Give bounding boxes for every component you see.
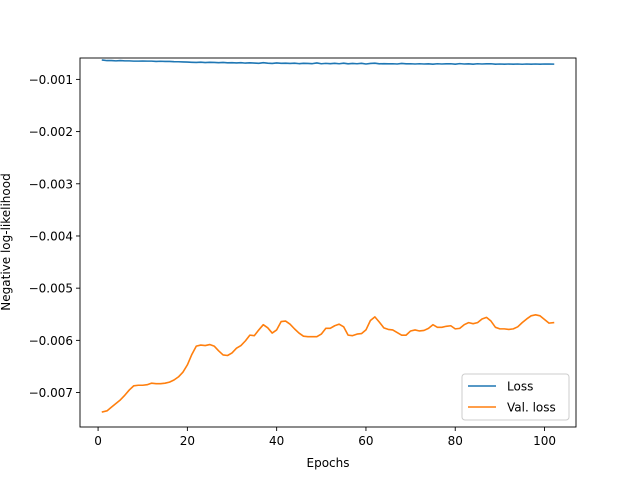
y-tick-label: −0.006: [29, 334, 73, 348]
x-tick-label: 40: [269, 434, 284, 448]
y-tick-label: −0.005: [29, 282, 73, 296]
x-axis-label: Epochs: [307, 456, 350, 470]
series-line-val-loss: [101, 313, 555, 413]
legend: Loss Val. loss: [461, 373, 570, 421]
y-tick-label: −0.007: [29, 386, 73, 400]
axes: 0 20 40 60 80 100 −0.007 −0.006 −0.005 −0.004 −0.0…: [29, 57, 577, 448]
x-tick-label: 80: [448, 434, 463, 448]
x-tick-label: 20: [180, 434, 195, 448]
axes-frame: [79, 57, 577, 428]
series-line-loss: [101, 59, 555, 66]
plot-area: [101, 59, 555, 413]
y-tick-label: −0.001: [29, 73, 73, 87]
legend-label-val-loss: Val. loss: [507, 401, 556, 415]
legend-label-loss: Loss: [507, 380, 533, 394]
y-tick-label: −0.002: [29, 125, 73, 139]
x-tick-label: 0: [94, 434, 102, 448]
y-tick-label: −0.004: [29, 229, 73, 243]
x-tick-label: 100: [533, 434, 556, 448]
y-tick-label: −0.003: [29, 177, 73, 191]
x-tick-label: 60: [358, 434, 373, 448]
y-axis-label: Negative log-likelihood: [0, 173, 13, 310]
